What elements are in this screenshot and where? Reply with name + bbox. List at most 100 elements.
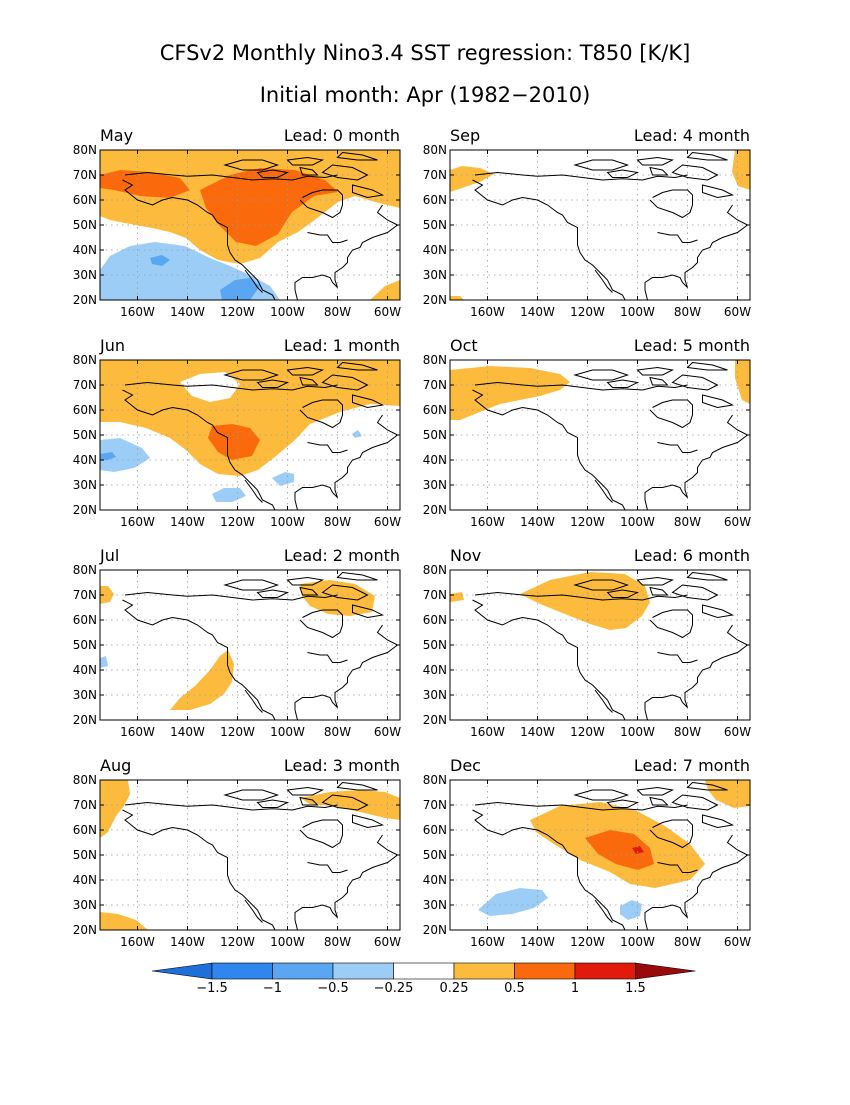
colorbar-label: −0.25 [374,981,414,996]
contour-region [620,900,642,920]
panel-lead-label: Lead: 0 month [284,126,400,145]
panel-lead-label: Lead: 5 month [634,336,750,355]
lat-label: 80N [73,353,97,367]
panel-month-label: Aug [100,756,131,775]
contour-region [150,255,170,266]
lon-label: 80W [674,935,701,949]
map-gridlines [450,570,750,720]
lat-label: 50N [73,638,97,652]
contour-region [705,780,750,808]
lon-label: 160W [470,935,505,949]
lat-label: 20N [423,713,447,727]
lon-label: 120W [220,515,255,529]
map-panel: Dec Lead: 7 month 80N 70N 60N 50N 40N 30N 20N 160… [423,756,751,949]
lon-label: 60W [724,935,751,949]
contour-region [520,572,650,630]
lat-label: 30N [73,268,97,282]
panel-lead-label: Lead: 2 month [284,546,400,565]
map-field [100,360,400,510]
lon-label: 160W [120,515,155,529]
lon-label: 100W [270,935,305,949]
lat-label: 60N [423,613,447,627]
lat-label: 30N [73,688,97,702]
lat-label: 20N [73,293,97,307]
contour-region [450,166,494,192]
map-field [100,780,400,930]
lon-label: 140W [170,515,205,529]
contour-region [732,150,750,190]
lat-label: 40N [423,453,447,467]
contour-region [478,888,548,916]
contour-region [450,366,570,420]
lat-label: 80N [73,563,97,577]
figure-title: CFSv2 Monthly Nino3.4 SST regression: T8… [160,41,691,65]
map-gridlines [100,360,400,510]
colorbar-box [453,962,515,980]
contour-region [300,790,400,820]
lon-label: 140W [170,305,205,319]
lat-label: 50N [423,638,447,652]
lat-label: 40N [73,243,97,257]
lat-label: 20N [423,503,447,517]
lat-label: 70N [423,798,447,812]
lat-label: 70N [423,588,447,602]
lon-label: 60W [724,725,751,739]
contour-region [100,780,130,838]
lat-label: 40N [73,663,97,677]
lat-label: 30N [423,268,447,282]
lat-label: 50N [73,428,97,442]
lat-label: 70N [423,168,447,182]
lat-label: 80N [73,773,97,787]
panel-month-label: Jul [99,546,119,565]
lat-label: 30N [423,478,447,492]
contour-region [632,846,644,854]
lat-label: 70N [73,588,97,602]
contour-region [100,656,108,668]
lon-label: 120W [570,935,605,949]
contour-region [220,278,260,300]
lat-label: 50N [73,218,97,232]
colorbar-label: 0.5 [504,981,525,996]
lon-label: 100W [270,305,305,319]
lat-label: 50N [423,428,447,442]
lat-label: 80N [423,773,447,787]
lon-label: 120W [220,935,255,949]
lat-label: 80N [423,143,447,157]
map-field [450,570,750,720]
coastlines [122,781,399,930]
map-field [450,150,750,300]
lon-label: 140W [170,725,205,739]
lat-label: 20N [73,713,97,727]
lon-label: 60W [374,935,401,949]
lon-label: 160W [470,305,505,319]
coastlines [472,781,749,930]
lat-label: 40N [73,873,97,887]
lon-label: 140W [170,935,205,949]
colorbar-label: 0.25 [440,981,469,996]
colorbar-label: 1.5 [625,981,646,996]
lon-label: 160W [120,725,155,739]
lon-label: 100W [620,305,655,319]
colorbar-box [211,962,273,980]
map-panel: Jun Lead: 1 month 80N 70N 60N 50N 40N 30N 20N 160… [73,336,401,529]
lon-label: 100W [620,725,655,739]
map-gridlines [100,780,400,930]
lat-label: 30N [423,688,447,702]
lon-label: 60W [724,515,751,529]
coastlines [472,361,749,510]
map-field [100,570,400,720]
contour-region [200,168,338,246]
lon-label: 160W [470,515,505,529]
lon-label: 120W [220,725,255,739]
contour-region [208,424,260,460]
lat-label: 60N [73,613,97,627]
map-gridlines [450,360,750,510]
lon-label: 80W [674,305,701,319]
lon-label: 140W [520,305,555,319]
colorbar-box [393,962,455,980]
panel-lead-label: Lead: 4 month [634,126,750,145]
contour-region [735,360,750,404]
lat-label: 60N [73,403,97,417]
lat-label: 80N [423,353,447,367]
